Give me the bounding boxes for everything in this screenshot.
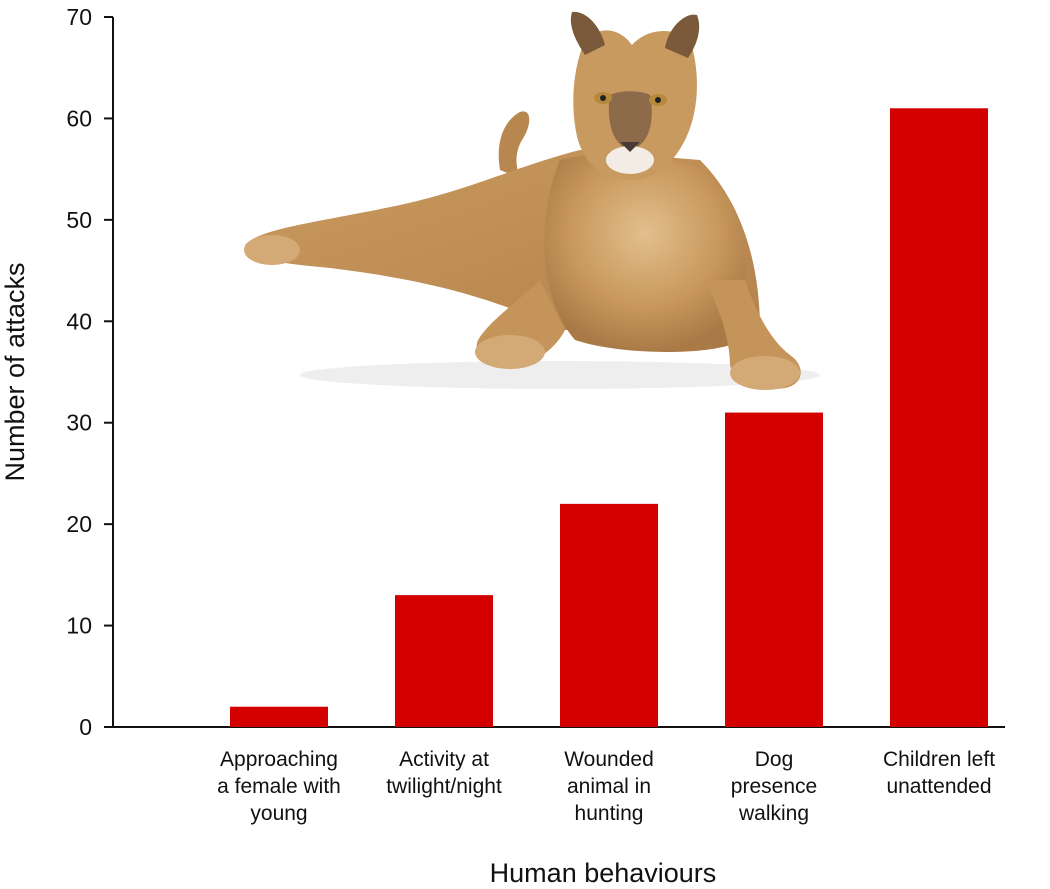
y-tick-label: 10 [66, 613, 92, 639]
x-tick-label: Activity at twilight/night [386, 748, 502, 798]
y-tick-label: 30 [66, 410, 92, 436]
bar [725, 412, 823, 727]
y-tick-label: 50 [66, 207, 92, 233]
y-axis-title: Number of attacks [0, 262, 30, 481]
bar [395, 595, 493, 727]
category-labels: Approaching a female with young Activity at… [217, 748, 995, 825]
x-tick-label: Wounded animal in hunting [564, 748, 654, 825]
y-tick-label: 70 [66, 4, 92, 30]
y-tick-label: 60 [66, 105, 92, 131]
x-axis-title: Human behaviours [490, 858, 717, 888]
x-tick-label: Dog presence walking [731, 748, 817, 825]
y-tick-label: 0 [79, 714, 92, 740]
bar [560, 503, 658, 727]
bars [230, 108, 988, 728]
x-tick-label: Approaching a female with young [217, 748, 341, 825]
bar [890, 108, 988, 728]
y-tick-label: 40 [66, 308, 92, 334]
bar [230, 706, 328, 727]
y-tick-label: 20 [66, 511, 92, 537]
y-axis: 0 10 20 30 40 50 60 70 [66, 4, 114, 740]
x-tick-label: Children left unattended [883, 748, 995, 798]
cougar-image [244, 11, 820, 390]
